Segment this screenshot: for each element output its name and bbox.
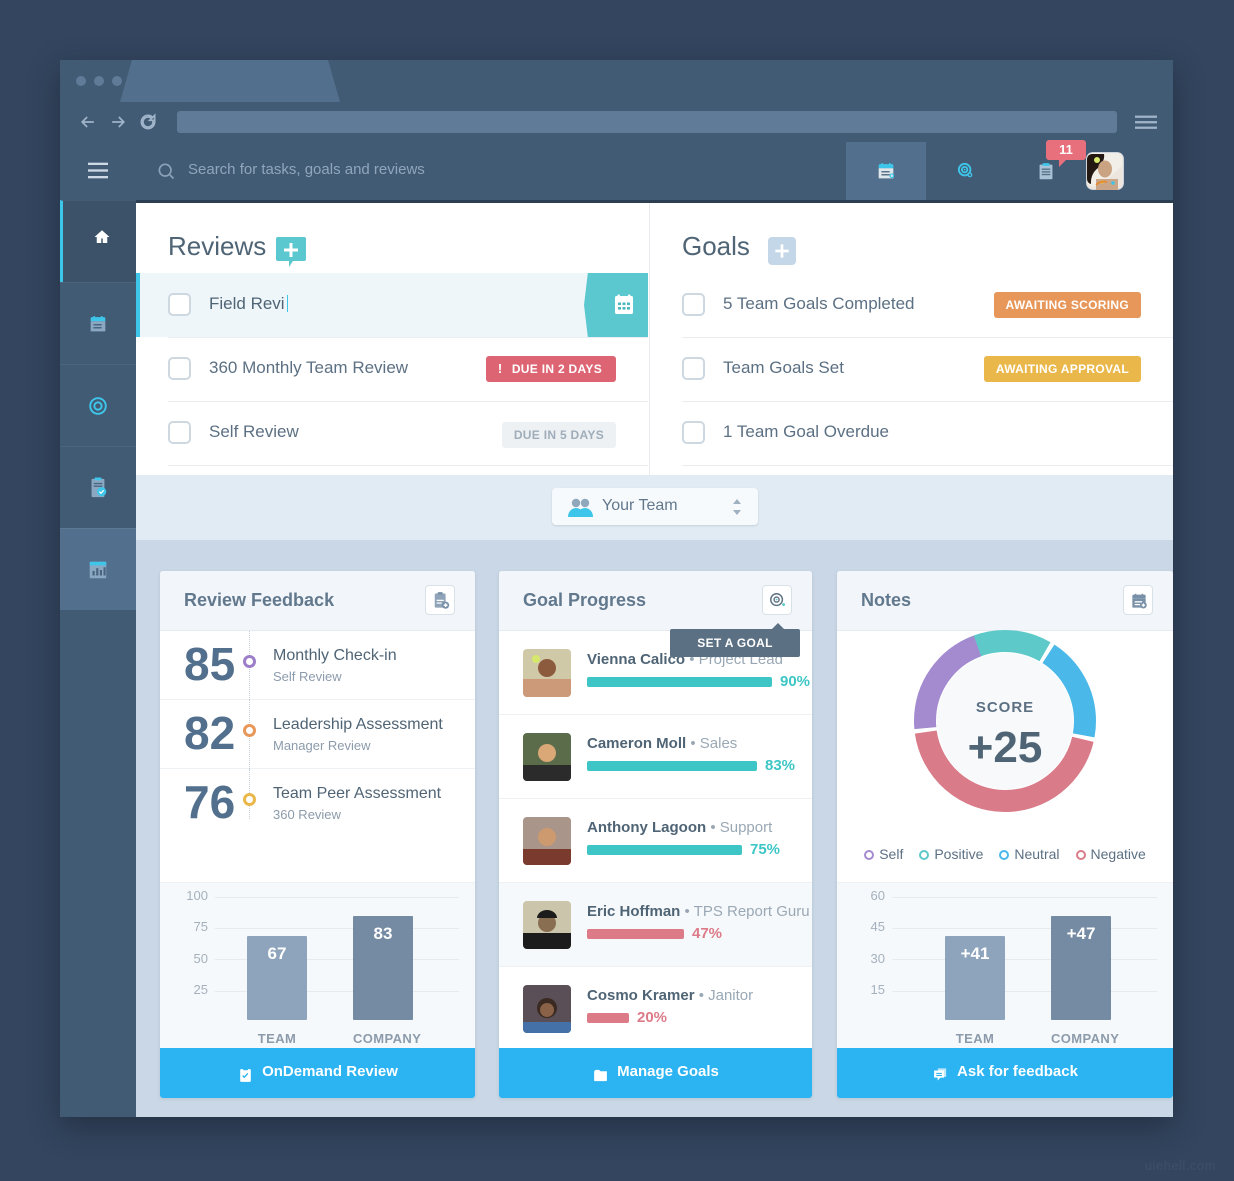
svg-text:+25: +25 — [968, 723, 1043, 772]
svg-text:SCORE: SCORE — [976, 699, 1034, 716]
svg-text:11: 11 — [1059, 142, 1073, 157]
